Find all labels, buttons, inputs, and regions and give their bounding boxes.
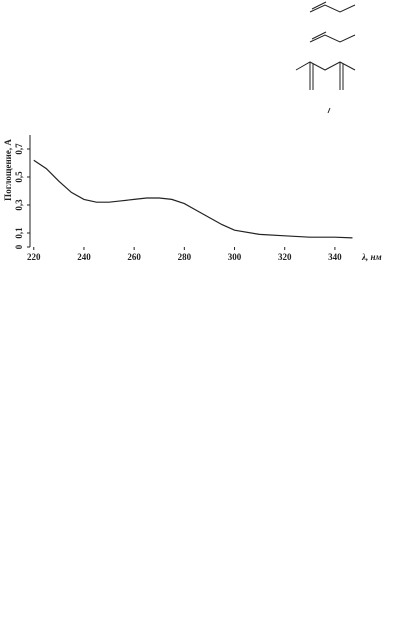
y-tick-label: 0,5 <box>14 171 24 183</box>
x-tick-label: 240 <box>77 252 91 262</box>
x-tick-label: 260 <box>127 252 141 262</box>
x-tick-label: 320 <box>278 252 292 262</box>
y-tick-label: 0,1 <box>14 227 24 239</box>
y-tick-label: 0 <box>14 244 24 249</box>
y-tick-label: 0,7 <box>14 143 24 155</box>
y-tick-label: 0,3 <box>14 199 24 211</box>
spectrum-line <box>33 159 353 239</box>
x-axis-label: λ, нм <box>361 252 382 262</box>
molecule-sketches <box>295 1 356 114</box>
x-tick-label: 280 <box>178 252 192 262</box>
x-tick-label: 220 <box>27 252 41 262</box>
x-tick-label: 300 <box>228 252 242 262</box>
y-axis-label: Поглощение, А <box>3 139 13 201</box>
x-tick-label: 340 <box>328 252 342 262</box>
